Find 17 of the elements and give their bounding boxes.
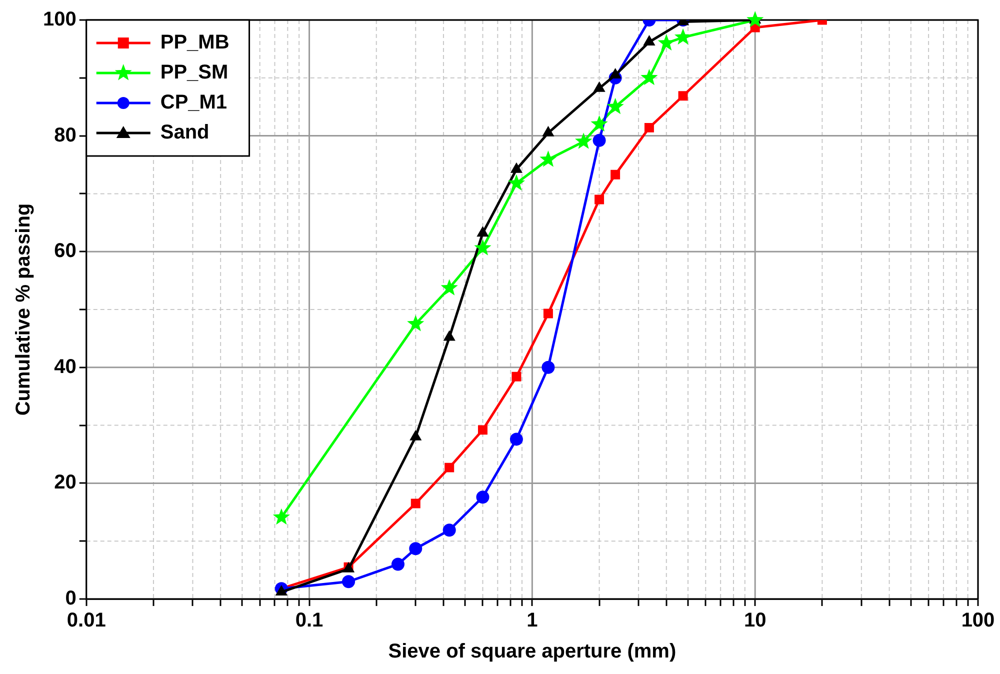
legend-label: Sand [160,122,210,144]
y-tick-label: 80 [54,124,76,146]
x-axis-title: Sieve of square aperture (mm) [388,640,676,663]
y-tick-label: 40 [54,356,76,378]
x-tick-label: 100 [961,610,995,632]
y-tick-label: 60 [54,240,76,262]
x-tick-label: 0.1 [295,610,324,632]
legend-label: PP_SM [160,62,228,84]
x-tick-label: 10 [744,610,766,632]
x-tick-label: 0.01 [66,610,106,632]
y-tick-label: 100 [42,8,76,31]
x-tick-label: 1 [526,610,538,632]
legend-label: CP_M1 [160,92,228,114]
legend-label: PP_MB [160,32,230,54]
y-axis-title: Cumulative % passing [12,203,35,416]
y-tick-label: 0 [65,588,76,610]
y-tick-label: 20 [54,472,76,494]
